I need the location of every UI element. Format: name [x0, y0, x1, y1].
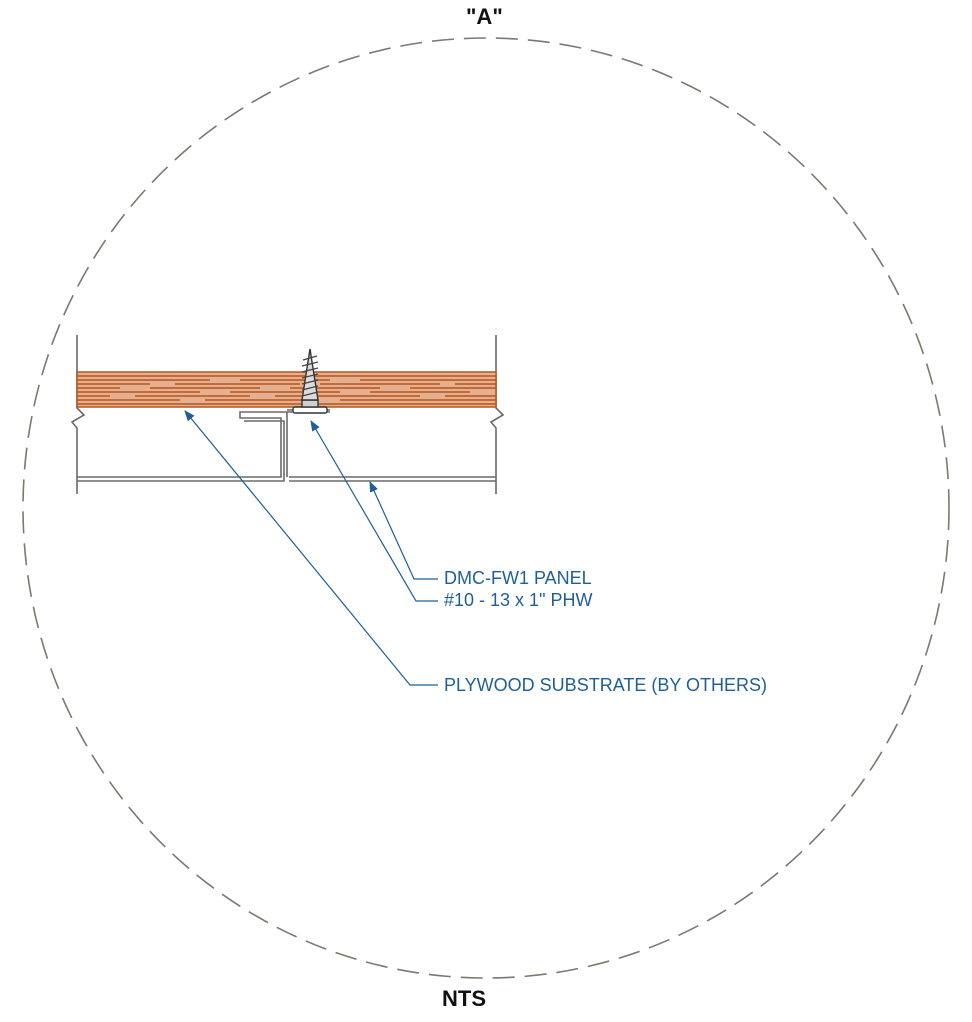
- plywood-substrate: [76, 371, 497, 408]
- detail-boundary-circle: [22, 37, 950, 979]
- callout-screw-label: #10 - 13 x 1" PHW: [444, 590, 593, 610]
- leader-screw: [310, 420, 438, 602]
- callout-plywood-label: PLYWOOD SUBSTRATE (BY OTHERS): [444, 675, 768, 695]
- callout-panel-label: DMC-FW1 PANEL: [444, 568, 592, 588]
- metal-panel: [77, 409, 496, 482]
- detail-title: "A": [466, 4, 503, 29]
- leader-plywood: [184, 410, 438, 686]
- leader-lines: [184, 410, 438, 686]
- screw-fastener: [292, 348, 328, 414]
- leader-panel: [369, 481, 438, 580]
- scale-label: NTS: [442, 986, 486, 1011]
